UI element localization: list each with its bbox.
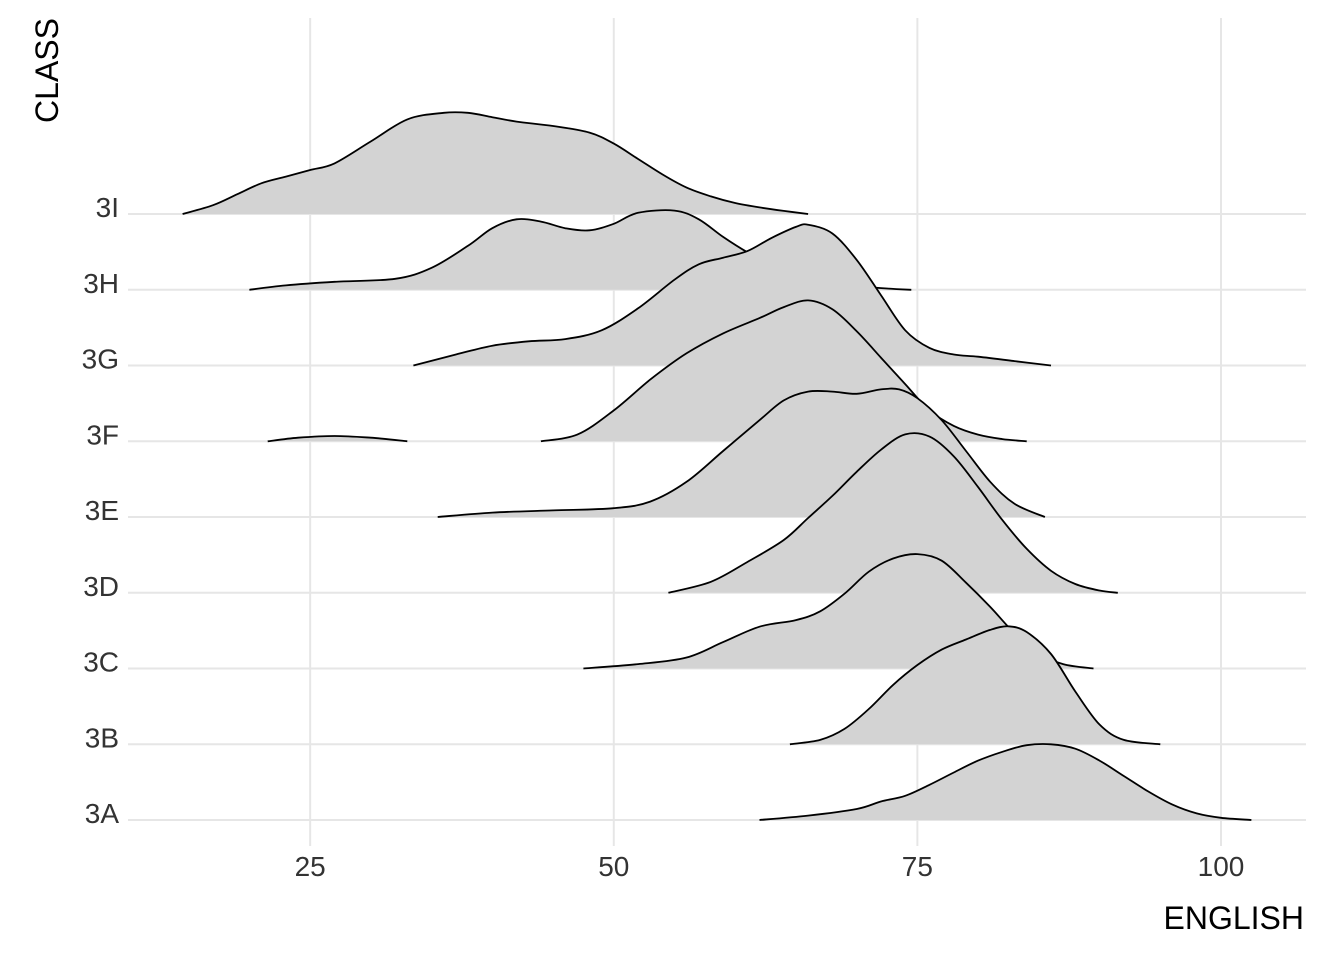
ridge-fill-3b xyxy=(789,626,1161,745)
x-tick-label: 100 xyxy=(1198,851,1245,882)
ridge-line-3i xyxy=(182,111,809,215)
y-tick-label-3a: 3A xyxy=(85,798,120,829)
y-tick-label-3b: 3B xyxy=(85,722,119,753)
ridge-fill-3i xyxy=(182,112,809,214)
ridge-fill-3a xyxy=(759,744,1252,820)
ridge-line-3a xyxy=(759,743,1252,821)
y-axis-title: CLASS xyxy=(29,18,65,123)
y-tick-label-3i: 3I xyxy=(96,192,119,223)
x-tick-label: 75 xyxy=(902,851,933,882)
ridge-line-3d xyxy=(668,432,1118,594)
ridge-fill-3f xyxy=(267,436,408,442)
y-tick-label-3g: 3G xyxy=(82,344,119,375)
density-ridges xyxy=(182,111,1252,821)
x-tick-label: 25 xyxy=(295,851,326,882)
ridge-line-3e xyxy=(437,387,1046,518)
ridge-fill-3d xyxy=(668,433,1118,593)
ridge-line-3g xyxy=(413,223,1052,367)
ridge-line-3f xyxy=(267,435,408,443)
y-tick-label-3h: 3H xyxy=(83,268,119,299)
x-tick-labels: 25 50 75 100 xyxy=(295,851,1245,882)
y-tick-label-3f: 3F xyxy=(86,419,119,450)
ridge-fill-3g xyxy=(413,224,1051,366)
x-axis-title: ENGLISH xyxy=(1164,900,1304,936)
y-tick-label-3e: 3E xyxy=(85,495,119,526)
y-tick-label-3d: 3D xyxy=(83,571,119,602)
ridge-line-3f-1 xyxy=(540,299,1027,443)
y-tick-labels: 3A 3B 3C 3D 3E 3F 3G 3H 3I xyxy=(82,192,120,829)
x-tick-label: 50 xyxy=(598,851,629,882)
y-tick-label-3c: 3C xyxy=(83,647,119,678)
ridge-line-3b xyxy=(789,625,1161,746)
